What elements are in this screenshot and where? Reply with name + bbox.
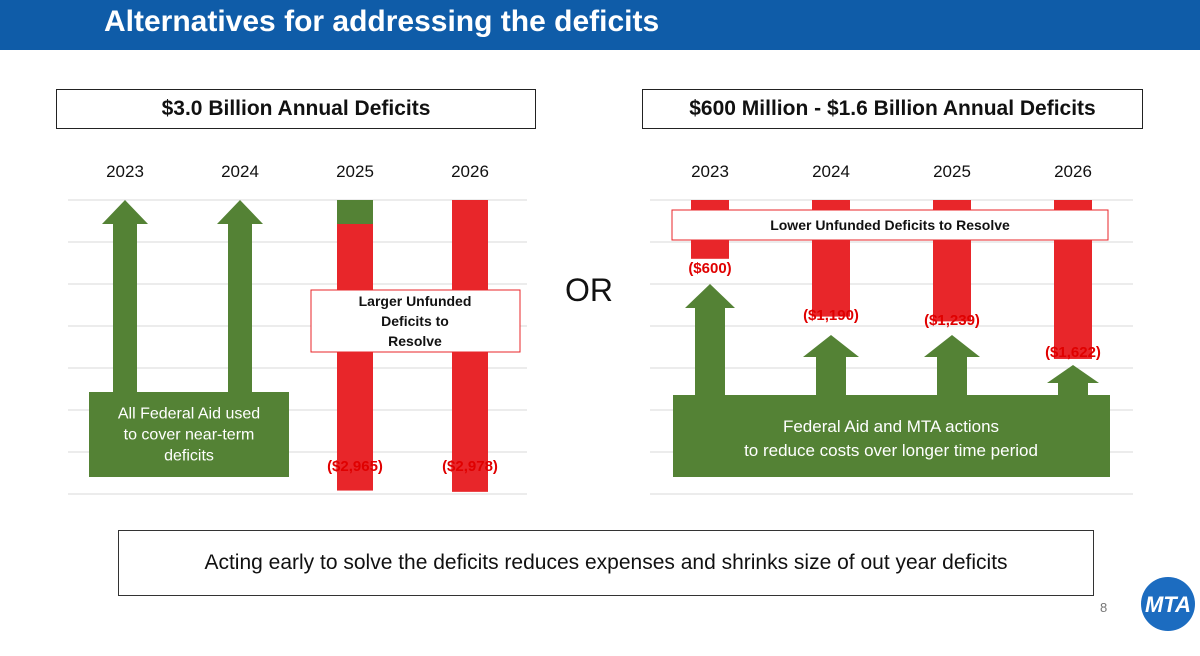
mta-logo-circle (1141, 577, 1195, 631)
unfunded-text-line-2: Deficits to (381, 313, 449, 329)
year-label-2026: 2026 (1054, 162, 1092, 181)
deficit-label-2025: ($2,965) (327, 458, 383, 475)
deficit-label-2023: ($600) (688, 260, 731, 277)
aid-arrow-2024 (803, 335, 859, 400)
bottom-message: Acting early to solve the deficits reduc… (118, 530, 1094, 596)
aid-arrow-2025 (924, 335, 980, 400)
unfunded-text-line-3: Resolve (388, 333, 442, 349)
year-label-2023: 2023 (691, 162, 729, 181)
aid-box-text-line-3: deficits (164, 448, 214, 465)
deficit-label-2026: ($1,622) (1045, 344, 1101, 361)
year-label-2025: 2025 (933, 162, 971, 181)
year-label-2026: 2026 (451, 162, 489, 181)
deficit-label-2026: ($2,978) (442, 458, 498, 475)
deficit-label-2025: ($1,239) (924, 312, 980, 329)
aid-box-text-line-2: to reduce costs over longer time period (744, 441, 1038, 460)
aid-box (673, 395, 1110, 477)
or-label: OR (565, 272, 613, 308)
unfunded-box (671, 209, 1109, 241)
year-label-2024: 2024 (812, 162, 850, 181)
aid-cap-2025 (337, 200, 373, 224)
aid-arrow-2023 (102, 200, 148, 400)
mta-logo: MTA (1141, 577, 1195, 631)
header-bar (0, 0, 1200, 50)
aid-box-text-line-1: Federal Aid and MTA actions (783, 417, 999, 436)
deficit-label-2024: ($1,190) (803, 307, 859, 324)
aid-arrow-2024 (217, 200, 263, 400)
year-label-2025: 2025 (336, 162, 374, 181)
aid-arrow-2023 (685, 284, 735, 400)
right-panel-title: $600 Million - $1.6 Billion Annual Defic… (642, 89, 1143, 129)
aid-arrow-2026 (1047, 365, 1099, 400)
unfunded-text-line-1: Larger Unfunded (359, 293, 472, 309)
aid-box (89, 392, 289, 477)
aid-box-text-line-2: to cover near-term (124, 427, 255, 444)
year-label-2023: 2023 (106, 162, 144, 181)
aid-box-text-line-1: All Federal Aid used (118, 406, 260, 423)
mta-logo-text: MTA (1145, 592, 1191, 617)
slide-title: Alternatives for addressing the deficits (104, 5, 660, 38)
unfunded-text: Lower Unfunded Deficits to Resolve (770, 217, 1010, 233)
unfunded-box (310, 289, 521, 353)
left-panel-title: $3.0 Billion Annual Deficits (56, 89, 536, 129)
year-label-2024: 2024 (221, 162, 259, 181)
page-number: 8 (1100, 600, 1108, 615)
